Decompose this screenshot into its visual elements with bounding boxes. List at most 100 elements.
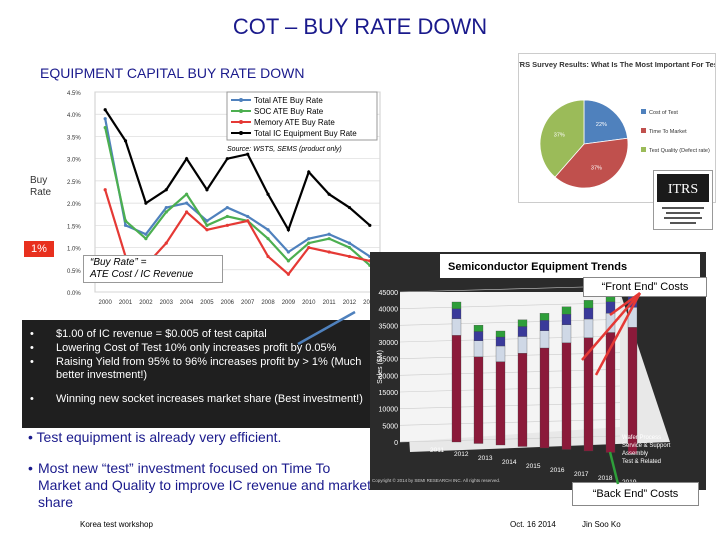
data-point: [266, 192, 270, 196]
data-point: [103, 117, 107, 121]
bullet-text: Raising Yield from 95% to 96% increases …: [56, 356, 362, 381]
x-tick-label: 2014: [502, 459, 517, 466]
bullet-dot: •: [28, 429, 37, 445]
x-tick-label: 2013: [478, 455, 493, 462]
equation-line-2: ATE Cost / IC Revenue: [90, 269, 194, 280]
legend-box: [226, 91, 378, 141]
x-tick-label: 2011: [430, 447, 444, 454]
bar-segment: [605, 313, 616, 333]
y-tick-label: 40000: [379, 307, 399, 314]
data-point: [185, 192, 189, 196]
pie-slice-label: 37%: [554, 133, 565, 139]
bar-segment: [517, 326, 528, 337]
y-tick-label: 0.5%: [67, 269, 81, 275]
bar-segment: [451, 318, 462, 336]
legend-marker: [239, 109, 243, 113]
slide-subtitle: EQUIPMENT CAPITAL BUY RATE DOWN: [40, 65, 305, 81]
data-point: [205, 219, 209, 223]
bar-segment: [605, 301, 616, 314]
chart-title: Semiconductor Equipment Trends: [448, 261, 627, 273]
legend-label: SOC ATE Buy Rate: [254, 107, 324, 116]
slide-title: COT – BUY RATE DOWN: [232, 14, 488, 39]
bar-segment: [495, 336, 506, 347]
y-tick-label: 15000: [379, 390, 399, 397]
data-point: [123, 139, 128, 143]
pie-legend-label: Time To Market: [649, 129, 687, 135]
bar-segment: [473, 331, 484, 341]
pie-legend-label: Test Quality (Defect rate): [649, 148, 710, 154]
data-point: [246, 214, 250, 219]
data-point: [347, 245, 352, 250]
x-tick-label: 2008: [261, 300, 275, 306]
data-point: [327, 237, 331, 241]
grid-line: [399, 402, 621, 409]
data-point: [307, 237, 311, 241]
data-point: [327, 192, 331, 196]
x-tick-label: 2015: [526, 463, 541, 470]
series-line: [104, 118, 371, 258]
bar-segment: [495, 330, 506, 338]
x-tick-label: 2017: [574, 471, 589, 478]
point-test-efficient: • Test equipment is already very efficie…: [28, 429, 281, 445]
bar-segment: [517, 336, 528, 354]
y-tick-label: 10000: [379, 407, 399, 414]
x-tick-label: 2002: [139, 300, 153, 306]
x-tick-label: 2018: [598, 475, 613, 482]
y-tick-label: 25000: [379, 357, 399, 364]
pie-legend-label: Cost of Test: [649, 110, 678, 116]
y-tick-label: 4.5%: [67, 91, 81, 97]
data-point: [286, 250, 290, 254]
pie-legend-swatch: [641, 128, 646, 133]
bar-segment: [495, 361, 506, 446]
footer-workshop: Korea test workshop: [80, 520, 153, 529]
bullet-dot: •: [30, 356, 34, 368]
bar-segment: [451, 335, 462, 443]
data-point: [144, 232, 148, 236]
y-tick-label: 5000: [382, 423, 398, 430]
bar-segment: [539, 320, 550, 331]
pie-slice: [554, 137, 629, 189]
bar-segment: [561, 342, 572, 450]
equation-line-1: “Buy Rate” =: [90, 257, 147, 268]
bar-segment: [627, 295, 638, 308]
data-point: [225, 157, 229, 161]
y-tick-label: 0: [394, 440, 398, 447]
footer-date: Oct. 16 2014: [510, 520, 556, 529]
data-point: [368, 223, 372, 227]
point-2-text: Most new “test” investment focused on Ti…: [38, 460, 372, 510]
x-tick-label: 2016: [550, 467, 565, 474]
y-tick-label: 35000: [379, 323, 399, 330]
data-point: [286, 259, 290, 263]
data-point: [103, 108, 107, 112]
pie-legend-swatch: [641, 109, 646, 114]
legend-label: Service & Support: [622, 443, 671, 449]
data-point: [286, 272, 290, 276]
y-tick-label: 20000: [379, 373, 399, 380]
bullet-text: Winning new socket increases market shar…: [56, 393, 363, 405]
y-tick-label: 1.0%: [67, 247, 81, 253]
front-end-costs-callout: “Front End” Costs: [583, 277, 707, 297]
x-tick-label: 2009: [282, 300, 296, 306]
data-point: [307, 245, 311, 250]
data-point: [246, 219, 250, 223]
grid-line: [399, 419, 621, 426]
pie-slice-label: 37%: [591, 165, 602, 171]
data-point: [123, 223, 128, 227]
bar-segment: [605, 332, 616, 453]
legend-label: Total ATE Buy Rate: [254, 96, 323, 105]
grid-line: [399, 385, 621, 393]
data-point: [347, 241, 352, 245]
bullet-dot: •: [30, 328, 34, 340]
data-point: [205, 223, 209, 227]
buy-rate-equation-box: “Buy Rate” = ATE Cost / IC Revenue: [83, 255, 223, 283]
data-point: [205, 188, 209, 192]
series-line: [104, 127, 371, 267]
bullet-dot: •: [30, 342, 34, 354]
source-note: Source: WSTS, SEMS (product only): [227, 146, 342, 153]
y-tick-label: 4.0%: [67, 113, 81, 119]
buy-rate-axis-label: Buy Rate: [30, 175, 52, 198]
data-point: [246, 152, 250, 156]
legend-marker: [239, 120, 243, 124]
y-tick-label: 3.0%: [67, 158, 81, 164]
legend-label: Test & Related: [622, 459, 661, 465]
